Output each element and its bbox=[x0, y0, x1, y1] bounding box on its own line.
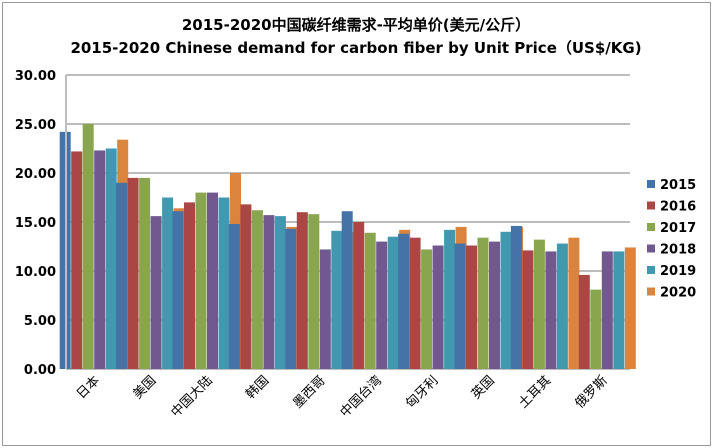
y-tick-label: 15.00 bbox=[15, 216, 56, 231]
bar-2015 bbox=[228, 223, 240, 369]
bar-2016 bbox=[184, 202, 195, 369]
bar-2019 bbox=[500, 231, 512, 369]
bar-2020 bbox=[568, 237, 580, 369]
legend-swatch bbox=[647, 287, 655, 296]
bar-2018 bbox=[94, 150, 106, 369]
legend-swatch bbox=[647, 201, 655, 210]
chart-title: 2015-2020中国碳纤维需求-平均单价(美元/公斤） bbox=[182, 16, 530, 34]
bar-2019 bbox=[105, 148, 117, 369]
bar-2016 bbox=[578, 274, 590, 369]
bar-2018 bbox=[432, 245, 444, 369]
legend-swatch bbox=[647, 223, 655, 231]
bar-2018 bbox=[545, 251, 557, 369]
bar-2019 bbox=[444, 229, 456, 369]
bar-2015 bbox=[341, 211, 353, 369]
x-tick-label: 匈牙利 bbox=[403, 373, 441, 411]
legend-label: 2018 bbox=[660, 243, 696, 258]
y-tick-label: 0.00 bbox=[24, 363, 56, 378]
bar-2017 bbox=[590, 289, 602, 369]
bar-2015 bbox=[285, 228, 297, 369]
x-tick-label: 中国台湾 bbox=[337, 373, 385, 421]
bar-2018 bbox=[263, 215, 275, 369]
bar-2017 bbox=[421, 249, 433, 369]
y-tick-label: 5.00 bbox=[24, 314, 56, 329]
bar-2018 bbox=[376, 241, 388, 369]
bar-2016 bbox=[296, 212, 308, 369]
bar-2020 bbox=[624, 247, 636, 369]
x-tick-label: 英国 bbox=[469, 373, 498, 402]
bar-2015 bbox=[454, 243, 466, 369]
bar-2016 bbox=[409, 237, 421, 369]
bar-2017 bbox=[477, 237, 489, 369]
bar-2016 bbox=[71, 151, 83, 369]
bar-2015 bbox=[172, 211, 184, 369]
bar-2019 bbox=[162, 197, 174, 369]
bar-2018 bbox=[319, 249, 331, 369]
bar-2015 bbox=[510, 225, 522, 369]
bar-2019 bbox=[613, 251, 625, 369]
bar-2019 bbox=[331, 230, 343, 369]
y-tick-label: 25.00 bbox=[15, 118, 56, 133]
bar-2017 bbox=[251, 210, 263, 369]
chart-subtitle: 2015-2020 Chinese demand for carbon fibe… bbox=[70, 39, 641, 57]
bar-2017 bbox=[195, 192, 207, 369]
bar-2017 bbox=[139, 177, 151, 369]
y-tick-label: 30.00 bbox=[15, 69, 56, 84]
bar-2016 bbox=[522, 250, 534, 369]
bar-2017 bbox=[82, 124, 94, 369]
legend-swatch bbox=[647, 266, 655, 274]
legend-label: 2019 bbox=[660, 264, 696, 279]
bar-2019 bbox=[387, 236, 399, 369]
y-tick-label: 10.00 bbox=[15, 265, 56, 280]
legend-label: 2020 bbox=[660, 286, 696, 301]
bar-2015 bbox=[398, 233, 410, 369]
legend-swatch bbox=[647, 180, 655, 188]
x-tick-label: 美国 bbox=[130, 373, 159, 402]
legend-swatch bbox=[647, 244, 655, 253]
legend-label: 2015 bbox=[660, 178, 696, 193]
bar-2016 bbox=[240, 204, 252, 369]
x-tick-label: 日本 bbox=[74, 373, 103, 402]
bar-2018 bbox=[601, 251, 613, 369]
bar-2019 bbox=[218, 197, 230, 369]
bar-2017 bbox=[364, 232, 376, 369]
bar-2016 bbox=[127, 177, 139, 369]
x-tick-label: 墨西哥 bbox=[290, 373, 328, 411]
bar-2019 bbox=[556, 243, 568, 369]
bar-2018 bbox=[489, 241, 500, 369]
bar-2015 bbox=[116, 182, 128, 369]
bar-2018 bbox=[150, 216, 162, 369]
legend-label: 2016 bbox=[660, 200, 696, 215]
y-tick-label: 20.00 bbox=[15, 167, 56, 182]
legend-label: 2017 bbox=[660, 221, 696, 236]
bar-2016 bbox=[466, 245, 477, 369]
bar-2017 bbox=[533, 239, 545, 369]
bar-2017 bbox=[308, 214, 320, 369]
x-tick-label: 韩国 bbox=[243, 373, 272, 402]
x-tick-label: 中国大陆 bbox=[168, 373, 216, 421]
bar-2019 bbox=[274, 216, 286, 369]
bar-2016 bbox=[353, 222, 365, 369]
bar-2018 bbox=[207, 192, 218, 369]
x-tick-label: 土耳其 bbox=[516, 373, 554, 411]
x-tick-label: 俄罗斯 bbox=[572, 373, 610, 411]
